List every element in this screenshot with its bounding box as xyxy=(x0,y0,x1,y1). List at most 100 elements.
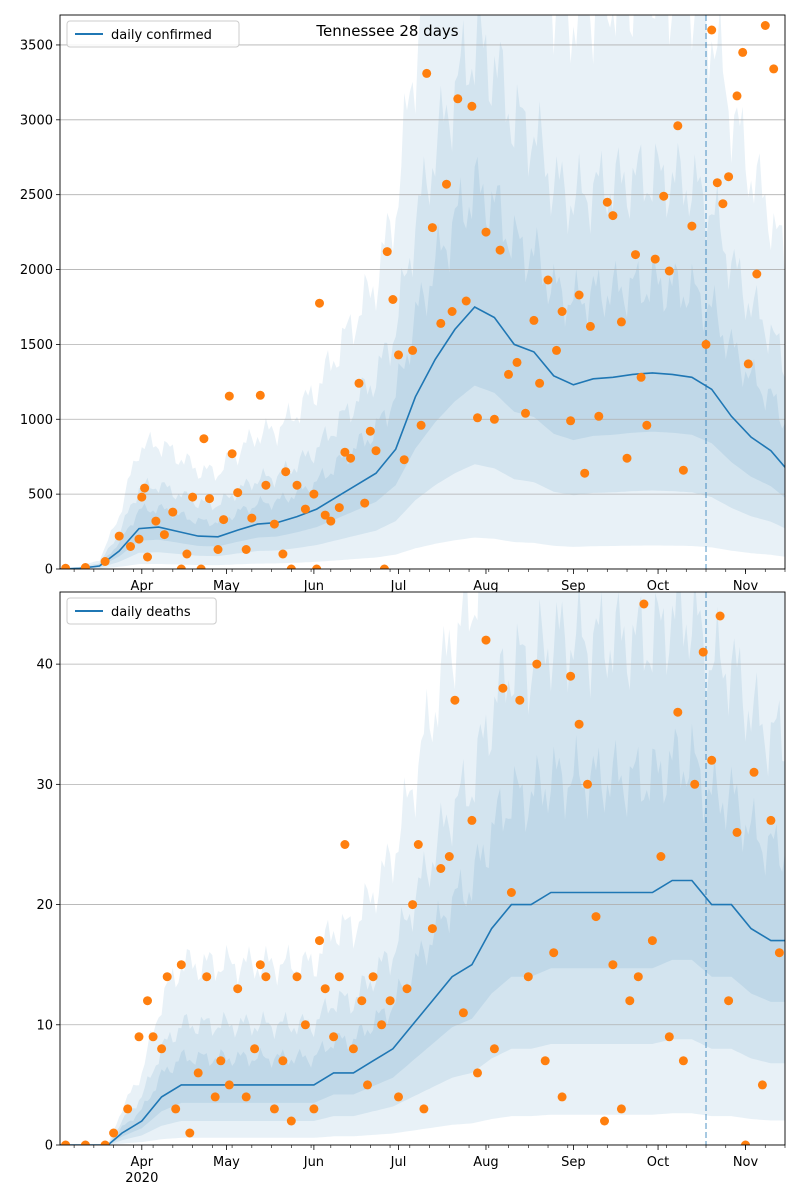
data-point xyxy=(371,446,381,456)
data-point xyxy=(402,984,412,994)
data-point xyxy=(250,1044,260,1054)
data-point xyxy=(281,467,291,477)
data-point xyxy=(213,545,223,554)
data-point xyxy=(379,564,389,569)
data-point xyxy=(574,719,584,729)
data-point xyxy=(255,390,265,400)
data-point xyxy=(315,298,324,308)
data-point xyxy=(585,321,595,331)
x-tick-label: Oct xyxy=(647,1155,669,1170)
data-point xyxy=(515,695,525,705)
legend-label: daily confirmed xyxy=(111,28,212,43)
data-point xyxy=(354,378,364,388)
data-point xyxy=(315,936,324,946)
data-point xyxy=(718,199,728,209)
data-point xyxy=(148,1032,158,1042)
data-point xyxy=(413,840,423,849)
plot-background xyxy=(60,15,785,569)
data-point xyxy=(642,420,652,430)
data-point xyxy=(159,530,169,540)
x-tick-label: May xyxy=(213,1155,240,1170)
data-point xyxy=(368,972,378,982)
data-point xyxy=(137,492,147,502)
data-point xyxy=(309,489,319,499)
x-tick-label: Jul xyxy=(390,1155,407,1170)
data-point xyxy=(320,510,330,520)
data-point xyxy=(422,68,432,78)
x-tick-label: May xyxy=(213,579,240,594)
data-point xyxy=(549,948,559,958)
data-point xyxy=(659,191,669,201)
data-point xyxy=(278,549,288,559)
data-point xyxy=(741,1140,750,1145)
axes-frame xyxy=(59,591,786,1146)
data-point xyxy=(521,408,530,418)
y-tick-label: 30 xyxy=(36,778,53,793)
data-point xyxy=(580,468,590,478)
data-point xyxy=(241,545,251,554)
data-point xyxy=(80,563,90,569)
data-point xyxy=(168,507,178,517)
data-point xyxy=(227,449,237,459)
data-point xyxy=(540,1056,550,1066)
data-point xyxy=(100,557,110,566)
data-point xyxy=(732,827,742,837)
data-point xyxy=(61,563,71,569)
data-point xyxy=(602,197,612,207)
data-point xyxy=(633,972,643,982)
data-point xyxy=(574,290,584,300)
data-point xyxy=(151,516,161,526)
data-point xyxy=(583,779,592,789)
data-point xyxy=(707,755,717,765)
data-point xyxy=(210,1092,220,1102)
data-point xyxy=(495,245,505,255)
plot-area xyxy=(60,15,785,569)
y-tick-label: 3500 xyxy=(20,38,53,53)
data-point xyxy=(616,1104,626,1114)
data-point xyxy=(489,1044,499,1054)
data-point xyxy=(394,1092,403,1102)
data-point xyxy=(724,996,734,1006)
data-point xyxy=(543,275,553,285)
y-tick-label: 3000 xyxy=(20,113,53,128)
data-point xyxy=(594,411,604,421)
data-point xyxy=(61,1140,71,1145)
x-year-label: 2020 xyxy=(125,1171,158,1186)
data-point xyxy=(300,504,310,514)
x-tick-label: Aug xyxy=(473,1155,498,1170)
data-point xyxy=(300,1020,310,1030)
data-point xyxy=(757,1080,767,1090)
data-point xyxy=(673,121,683,131)
data-point xyxy=(224,1080,234,1090)
data-point xyxy=(326,516,336,526)
data-point xyxy=(340,840,350,849)
data-point xyxy=(233,984,243,994)
data-point xyxy=(566,671,576,681)
data-point xyxy=(340,447,350,457)
data-point xyxy=(126,542,135,551)
data-point xyxy=(447,307,457,316)
x-tick-label: Apr xyxy=(131,579,154,594)
data-point xyxy=(134,1032,144,1042)
x-tick-label: Jul xyxy=(390,579,407,594)
data-point xyxy=(123,1104,133,1114)
y-tick-label: 0 xyxy=(45,563,53,578)
data-point xyxy=(690,779,700,789)
data-point xyxy=(732,91,742,101)
x-tick-label: Nov xyxy=(733,579,759,594)
data-point xyxy=(261,480,271,490)
data-point xyxy=(458,1008,468,1018)
data-point xyxy=(647,936,657,946)
data-point xyxy=(529,315,539,325)
data-point xyxy=(80,1140,90,1145)
legend-box xyxy=(66,20,240,48)
data-point xyxy=(157,1044,167,1054)
data-point xyxy=(473,1068,482,1078)
data-point xyxy=(269,519,279,529)
data-point xyxy=(346,453,356,463)
x-tick-label: Jun xyxy=(303,579,324,594)
plot-area xyxy=(60,592,785,1145)
data-point xyxy=(241,1092,251,1102)
data-point xyxy=(766,815,776,825)
data-point xyxy=(219,515,229,525)
